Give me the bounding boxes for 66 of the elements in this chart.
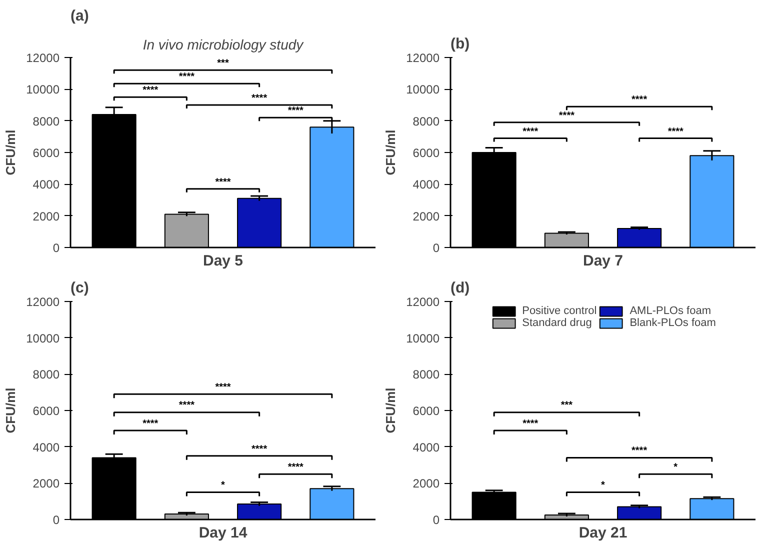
y-tick-label: 8000 <box>412 368 440 382</box>
annotation: *** <box>217 58 229 70</box>
annotation: **** <box>288 106 304 117</box>
annotation: **** <box>558 110 575 122</box>
annotation: **** <box>142 418 158 430</box>
y-tick-label: 12000 <box>26 51 60 65</box>
y-tick-label: 2000 <box>412 209 440 224</box>
annotation: * <box>221 480 226 492</box>
x-axis-title: Day 7 <box>582 252 624 270</box>
y-tick-label: 8000 <box>32 114 60 128</box>
annotation: **** <box>178 72 195 83</box>
annotation: **** <box>288 462 304 473</box>
y-axis-title: CFU/ml <box>3 130 18 176</box>
y-tick-label: 10000 <box>26 82 60 97</box>
legend-label: Positive control <box>522 305 597 317</box>
y-axis-title: CFU/ml <box>383 388 398 434</box>
y-tick-label: 0 <box>432 241 440 255</box>
chart-title: (c) <box>70 280 89 296</box>
x-axis-title: Day 21 <box>578 524 628 542</box>
y-tick-label: 8000 <box>32 368 60 382</box>
annotation: * <box>601 480 606 492</box>
y-tick-label: 12000 <box>406 51 440 65</box>
y-tick-label: 0 <box>52 241 60 255</box>
y-tick-label: 10000 <box>26 331 60 346</box>
annotation: **** <box>522 126 538 138</box>
y-tick-label: 6000 <box>32 404 60 418</box>
annotation: **** <box>522 418 538 430</box>
annotation: **** <box>215 382 231 394</box>
y-axis-title: CFU/ml <box>3 388 18 434</box>
y-tick-label: 4000 <box>32 178 60 192</box>
y-tick-label: 8000 <box>412 114 440 128</box>
y-axis-title: CFU/ml <box>383 130 398 176</box>
y-tick-label: 10000 <box>406 82 440 97</box>
chart-title: (b) <box>450 36 470 52</box>
y-tick-label: 6000 <box>412 146 440 160</box>
y-tick-label: 2000 <box>32 476 60 491</box>
y-tick-label: 2000 <box>412 476 440 491</box>
y-tick-label: 10000 <box>406 331 440 346</box>
legend-label: AML-PLOs foam <box>630 305 712 317</box>
y-tick-label: 12000 <box>26 295 60 309</box>
x-axis-title: Day 14 <box>198 524 248 542</box>
annotation: **** <box>178 400 195 412</box>
annotation: **** <box>632 446 648 457</box>
annotation: **** <box>632 94 648 106</box>
y-tick-label: 2000 <box>32 209 60 224</box>
annotation: *** <box>560 400 573 412</box>
y-tick-label: 0 <box>432 513 440 527</box>
x-axis-title: Day 5 <box>202 252 244 270</box>
y-tick-label: 12000 <box>406 295 440 309</box>
annotation: **** <box>668 126 684 138</box>
legend-label: Standard drug <box>522 317 592 329</box>
chart-title: (d) <box>450 280 470 296</box>
y-tick-label: 4000 <box>32 440 60 454</box>
annotation: * <box>674 462 678 473</box>
y-tick-label: 4000 <box>412 440 440 454</box>
annotation: **** <box>142 85 158 96</box>
y-tick-label: 6000 <box>32 146 60 160</box>
annotation: **** <box>215 176 231 188</box>
annotation: **** <box>252 444 268 455</box>
legend-label: Blank-PLOs foam <box>630 317 716 329</box>
chart-subtitle: In vivo microbiology study <box>142 36 304 52</box>
y-tick-label: 6000 <box>412 404 440 418</box>
annotation: **** <box>252 93 268 104</box>
chart-title: (a) <box>70 8 89 24</box>
y-tick-label: 4000 <box>412 178 440 192</box>
y-tick-label: 0 <box>52 513 60 527</box>
